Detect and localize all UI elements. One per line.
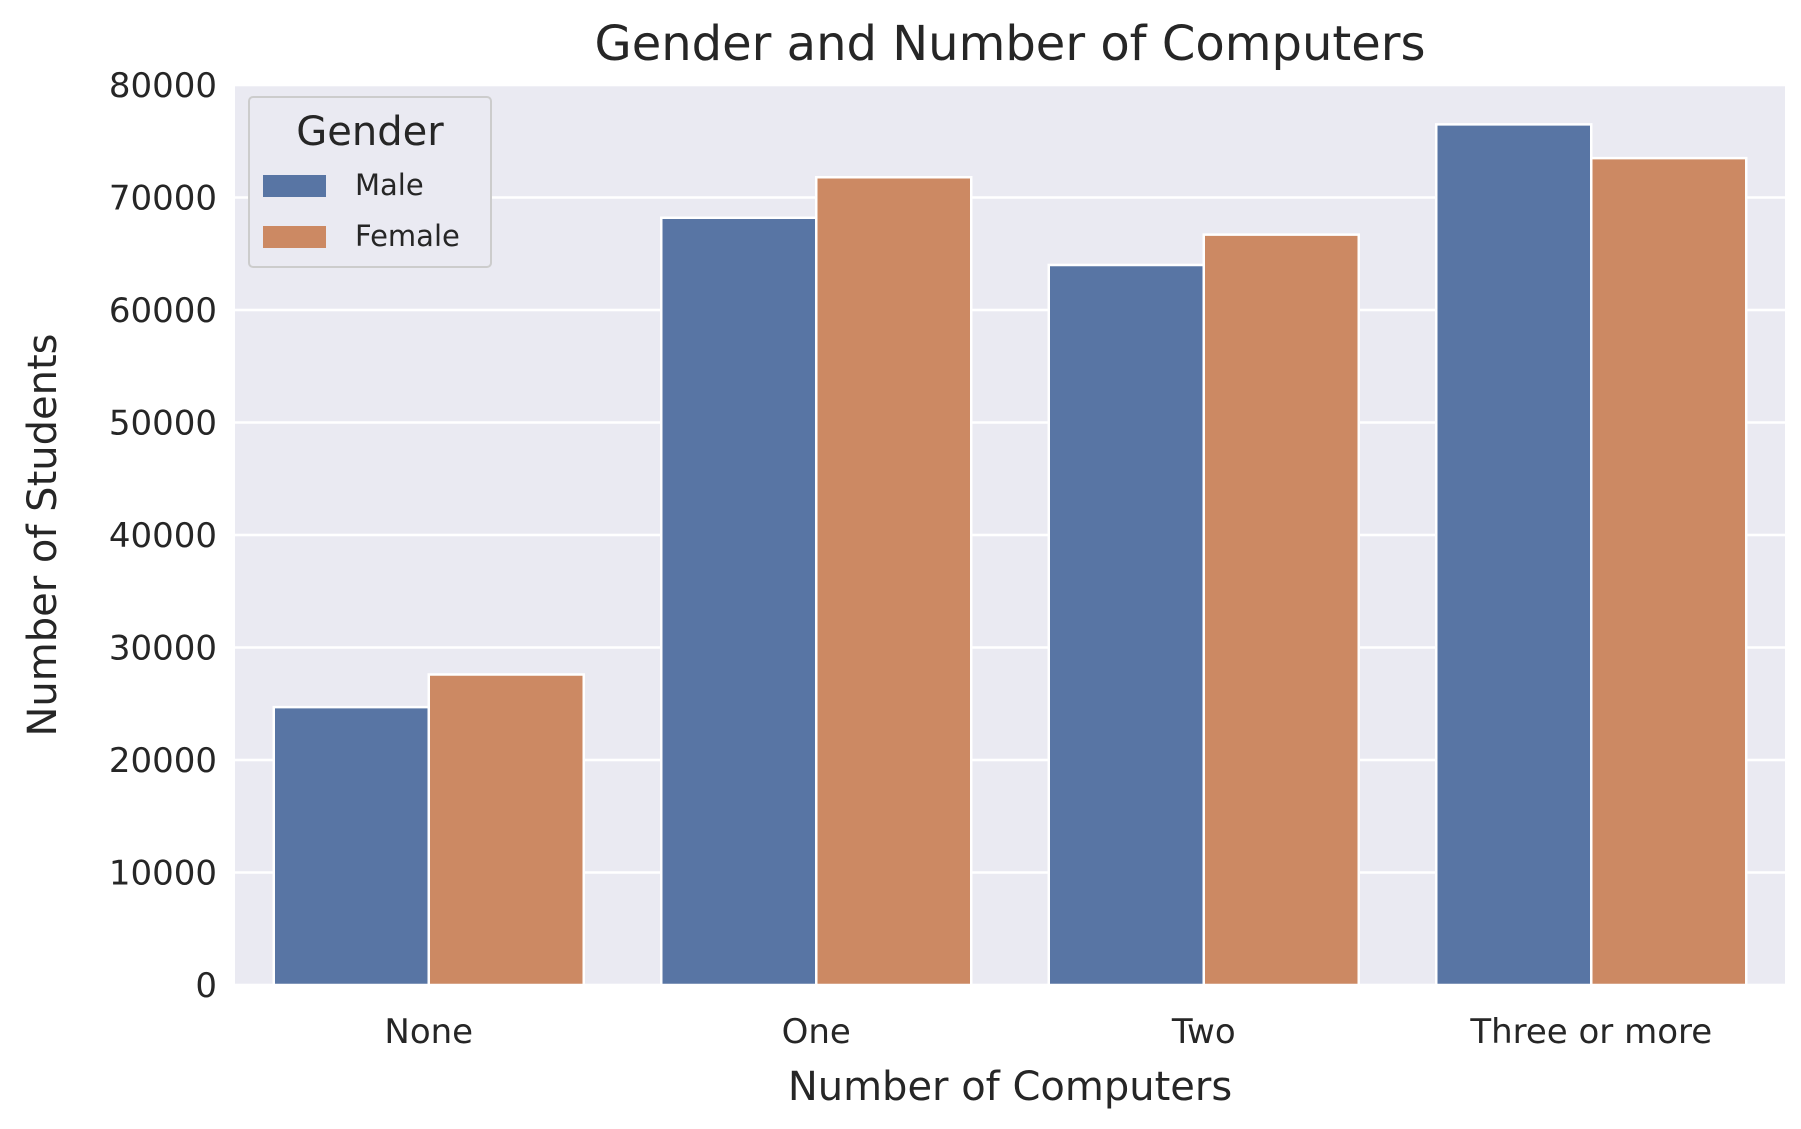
y-tick-label: 0 (195, 966, 217, 1006)
legend-title: Gender (296, 109, 444, 155)
y-tick-label: 60000 (109, 291, 217, 331)
y-tick-labels: 0 10000 20000 30000 40000 50000 60000 70000 8000… (109, 66, 217, 1006)
legend: Gender Male Female (248, 96, 492, 268)
legend-label-male: Male (355, 168, 424, 202)
x-tick-labels: None One Two Three or more (384, 1012, 1712, 1052)
bar-female-0 (427, 673, 585, 987)
bars (272, 123, 1748, 987)
legend-swatch-male (263, 175, 326, 197)
legend-label-female: Female (355, 219, 460, 253)
x-tick-label: Two (1171, 1012, 1236, 1052)
y-tick-label: 30000 (109, 629, 217, 669)
x-axis-label: Number of Computers (788, 1064, 1232, 1110)
y-axis-label: Number of Students (20, 334, 66, 737)
y-tick-label: 50000 (109, 404, 217, 444)
bar-female-2 (1202, 233, 1360, 987)
legend-box (248, 96, 492, 268)
bar-female-3 (1590, 156, 1748, 987)
bar-male-2 (1047, 263, 1205, 987)
y-tick-label: 40000 (109, 516, 217, 556)
bar-female-1 (815, 176, 973, 987)
x-tick-label: One (782, 1012, 851, 1052)
bar-male-1 (660, 216, 818, 987)
y-tick-label: 80000 (109, 66, 217, 106)
legend-swatch-female (263, 226, 326, 248)
x-tick-label: Three or more (1469, 1012, 1712, 1052)
x-tick-label: None (384, 1012, 473, 1052)
bar-male-0 (272, 705, 430, 987)
y-tick-label: 20000 (109, 741, 217, 781)
bar-male-3 (1435, 123, 1593, 987)
y-tick-label: 10000 (109, 854, 217, 894)
chart-title: Gender and Number of Computers (595, 16, 1426, 72)
y-tick-label: 70000 (109, 179, 217, 219)
